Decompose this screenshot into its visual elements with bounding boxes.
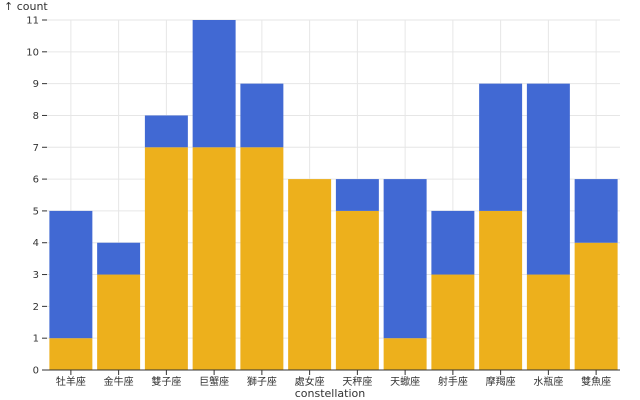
x-tick-label: 雙子座	[151, 375, 181, 388]
bar-segment	[192, 20, 236, 148]
y-tick-label: 4	[33, 238, 39, 249]
y-tick-label: 3	[33, 270, 39, 281]
bar-segment	[479, 210, 523, 370]
y-tick-label: 9	[33, 79, 39, 90]
bar-segment	[144, 115, 188, 148]
y-tick-label: 0	[33, 366, 39, 377]
axes: 0 1 2 3 4 5 6 7 8 9 10 11 牡羊座 金牛座 雙子座 巨蟹座 獅子座 處女座 天秤座 天蠍座 射手…	[26, 16, 620, 388]
x-tick-label: 獅子座	[247, 375, 277, 388]
bar-segment	[97, 242, 141, 275]
x-tick-label: 水瓶座	[533, 375, 563, 388]
x-tick-label: 雙魚座	[581, 375, 611, 388]
bar-segment	[97, 274, 141, 370]
bar-segment	[144, 147, 188, 370]
y-tick-label: 11	[26, 16, 39, 27]
x-axis-title: constellation	[295, 387, 366, 400]
y-axis-title: ↑ count	[4, 0, 48, 13]
y-tick-label: 2	[33, 302, 39, 313]
y-tick-label: 1	[33, 334, 39, 345]
x-tick-label: 天秤座	[342, 375, 372, 388]
bar-segment	[49, 210, 93, 339]
bar-segment	[574, 179, 618, 243]
bar-segment	[335, 210, 379, 370]
y-tick-label: 5	[33, 206, 39, 217]
x-tick-label: 射手座	[438, 375, 468, 388]
bar-segment	[526, 83, 570, 275]
bar-segment	[431, 210, 475, 275]
x-tick-label: 處女座	[295, 375, 325, 388]
bar-segment	[383, 179, 427, 339]
x-tick-label: 摩羯座	[486, 375, 516, 388]
bars	[49, 20, 618, 370]
bar-segment	[288, 179, 332, 370]
bar-segment	[240, 83, 284, 148]
y-tick-label: 10	[26, 47, 39, 58]
bar-segment	[335, 179, 379, 211]
bar-segment	[431, 274, 475, 370]
bar-segment	[49, 338, 93, 370]
bar-segment	[192, 147, 236, 370]
x-tick-label: 巨蟹座	[199, 375, 229, 388]
x-tick-label: 牡羊座	[56, 375, 86, 388]
bar-segment	[479, 83, 523, 211]
bar-segment	[240, 147, 284, 370]
y-tick-label: 8	[33, 111, 39, 122]
bar-segment	[574, 242, 618, 370]
y-tick-label: 6	[33, 175, 39, 186]
bar-segment	[526, 274, 570, 370]
y-tick-label: 7	[33, 143, 39, 154]
bar-segment	[383, 338, 427, 370]
x-tick-label: 天蠍座	[390, 375, 420, 388]
x-tick-label: 金牛座	[104, 375, 134, 388]
